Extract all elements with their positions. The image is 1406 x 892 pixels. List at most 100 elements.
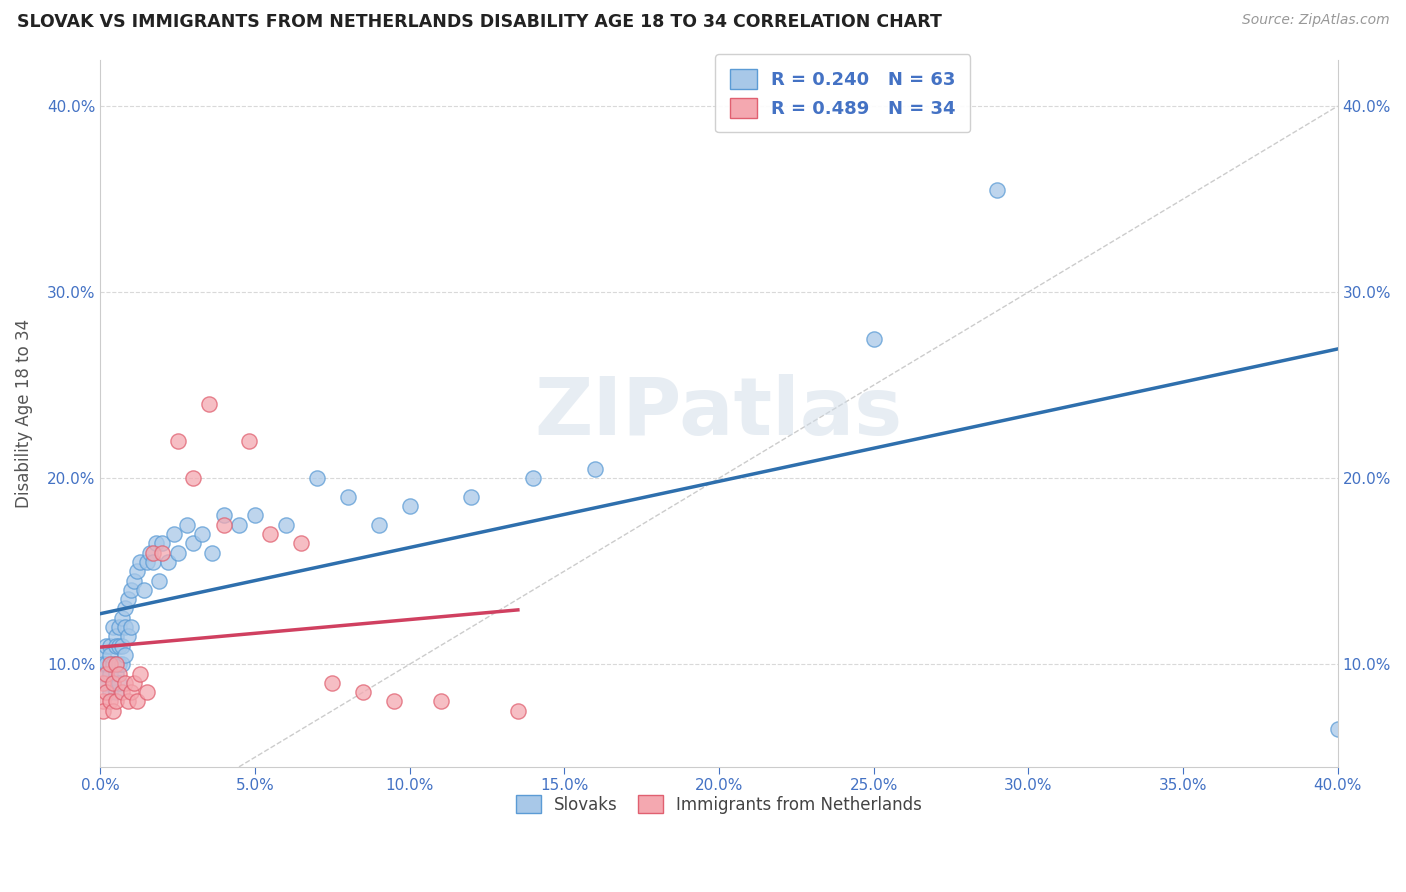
Point — [108, 657, 131, 672]
Point — [96, 657, 118, 672]
Point — [101, 704, 124, 718]
Point — [124, 676, 146, 690]
Text: ZIPatlas: ZIPatlas — [534, 374, 903, 452]
Point — [98, 648, 121, 662]
Point — [132, 582, 155, 597]
Point — [93, 676, 115, 690]
Text: Source: ZipAtlas.com: Source: ZipAtlas.com — [1241, 13, 1389, 28]
Point — [367, 517, 389, 532]
Point — [114, 676, 136, 690]
Point — [429, 694, 451, 708]
Point — [238, 434, 260, 448]
Point — [243, 508, 266, 523]
Point — [104, 694, 127, 708]
Point — [120, 582, 142, 597]
Point — [212, 508, 235, 523]
Point — [98, 685, 121, 699]
Text: SLOVAK VS IMMIGRANTS FROM NETHERLANDS DISABILITY AGE 18 TO 34 CORRELATION CHART: SLOVAK VS IMMIGRANTS FROM NETHERLANDS DI… — [17, 13, 942, 31]
Y-axis label: Disability Age 18 to 34: Disability Age 18 to 34 — [15, 318, 32, 508]
Point — [135, 685, 157, 699]
Point — [108, 666, 131, 681]
Point — [114, 601, 136, 615]
Point — [124, 574, 146, 588]
Point — [96, 685, 118, 699]
Point — [111, 611, 134, 625]
Point — [212, 517, 235, 532]
Point — [583, 462, 606, 476]
Legend: Slovaks, Immigrants from Netherlands: Slovaks, Immigrants from Netherlands — [505, 783, 934, 825]
Point — [98, 694, 121, 708]
Point — [104, 639, 127, 653]
Point — [114, 620, 136, 634]
Point — [104, 666, 127, 681]
Point — [120, 685, 142, 699]
Point — [114, 648, 136, 662]
Point — [93, 704, 115, 718]
Point — [127, 564, 149, 578]
Point — [117, 629, 139, 643]
Point — [139, 546, 162, 560]
Point — [142, 546, 165, 560]
Point — [117, 592, 139, 607]
Point — [157, 555, 180, 569]
Point — [135, 555, 157, 569]
Point — [197, 397, 219, 411]
Point — [321, 676, 343, 690]
Point — [506, 704, 529, 718]
Point — [336, 490, 359, 504]
Point — [382, 694, 405, 708]
Point — [120, 620, 142, 634]
Point — [96, 666, 118, 681]
Point — [290, 536, 312, 550]
Point — [111, 639, 134, 653]
Point — [101, 657, 124, 672]
Point — [104, 657, 127, 672]
Point — [181, 536, 204, 550]
Point — [101, 676, 124, 690]
Point — [93, 694, 115, 708]
Point — [191, 527, 214, 541]
Point — [108, 676, 131, 690]
Point — [104, 685, 127, 699]
Point — [96, 676, 118, 690]
Point — [274, 517, 297, 532]
Point — [93, 657, 115, 672]
Point — [129, 666, 152, 681]
Point — [117, 694, 139, 708]
Point — [129, 555, 152, 569]
Point — [148, 574, 170, 588]
Point — [201, 546, 224, 560]
Point — [93, 648, 115, 662]
Point — [98, 657, 121, 672]
Point — [522, 471, 544, 485]
Point — [305, 471, 328, 485]
Point — [150, 546, 173, 560]
Point — [150, 536, 173, 550]
Point — [176, 517, 198, 532]
Point — [104, 657, 127, 672]
Point — [1326, 723, 1348, 737]
Point — [98, 666, 121, 681]
Point — [108, 639, 131, 653]
Point — [111, 685, 134, 699]
Point — [166, 434, 188, 448]
Point — [228, 517, 250, 532]
Point — [93, 666, 115, 681]
Point — [142, 555, 165, 569]
Point — [104, 629, 127, 643]
Point — [163, 527, 186, 541]
Point — [259, 527, 281, 541]
Point — [127, 694, 149, 708]
Point — [101, 676, 124, 690]
Point — [398, 499, 420, 513]
Point — [101, 620, 124, 634]
Point — [108, 620, 131, 634]
Point — [181, 471, 204, 485]
Point — [96, 639, 118, 653]
Point — [98, 639, 121, 653]
Point — [862, 332, 884, 346]
Point — [986, 183, 1008, 197]
Point — [166, 546, 188, 560]
Point — [111, 657, 134, 672]
Point — [460, 490, 482, 504]
